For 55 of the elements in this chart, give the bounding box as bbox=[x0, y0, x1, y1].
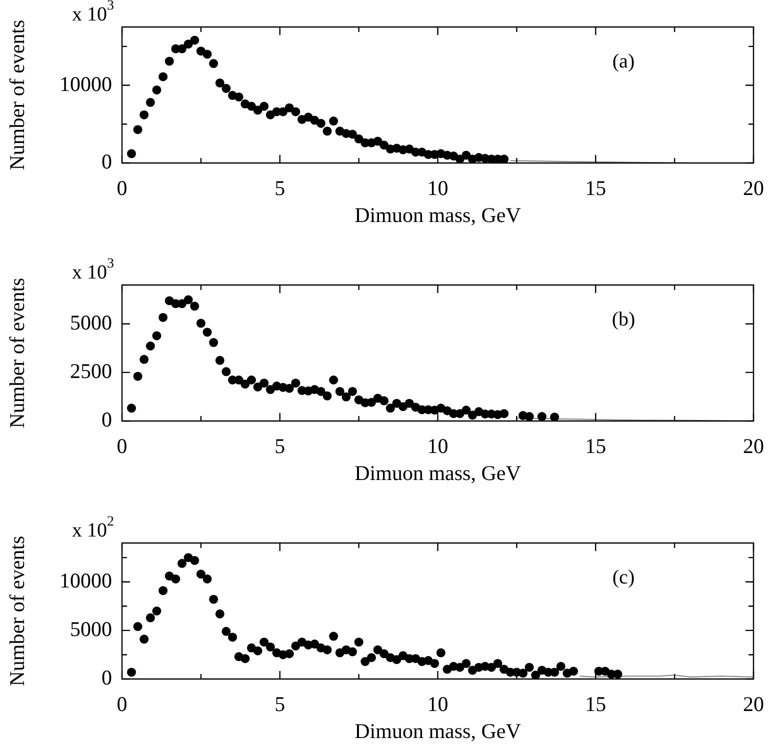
x-tick-label: 10 bbox=[427, 176, 448, 200]
point bbox=[126, 149, 136, 158]
x-tick-label: 15 bbox=[585, 176, 606, 200]
x-tick-label: 20 bbox=[743, 434, 764, 458]
x-tick-label: 20 bbox=[743, 176, 764, 200]
y-tick-label: 10000 bbox=[60, 568, 112, 592]
point bbox=[140, 110, 149, 120]
x-tick-label: 5 bbox=[274, 434, 286, 458]
annotation: (c) bbox=[612, 566, 635, 589]
point bbox=[234, 92, 244, 102]
y-tick-label: 0 bbox=[102, 408, 112, 432]
x-axis-title: Dimuon mass, GeV bbox=[354, 202, 521, 227]
x-tick-label: 15 bbox=[585, 692, 606, 716]
y-tick-label: 0 bbox=[102, 150, 112, 174]
x-tick-label: 0 bbox=[116, 692, 128, 716]
x-tick-label: 10 bbox=[427, 434, 448, 458]
point bbox=[209, 59, 218, 68]
y-axis-title: Number of events bbox=[5, 536, 30, 686]
point bbox=[158, 72, 168, 82]
point bbox=[329, 116, 338, 126]
point bbox=[202, 50, 212, 59]
point bbox=[322, 126, 332, 136]
y-tick-label: 10000 bbox=[60, 72, 112, 96]
y-tick-label: 0 bbox=[102, 666, 112, 690]
y-tick-label: 2500 bbox=[70, 358, 112, 383]
point bbox=[291, 107, 300, 116]
y-tick-label: 5000 bbox=[70, 616, 112, 641]
point bbox=[260, 102, 269, 111]
x-tick-label: 20 bbox=[743, 692, 764, 716]
x-tick-label: 0 bbox=[116, 434, 128, 458]
point bbox=[500, 154, 509, 163]
x-tick-label: 10 bbox=[427, 692, 448, 716]
point bbox=[164, 56, 174, 66]
x-axis-title: Dimuon mass, GeV bbox=[354, 718, 521, 743]
x-axis-title: Dimuon mass, GeV bbox=[354, 460, 521, 485]
y-axis-title: Number of events bbox=[5, 278, 30, 428]
point bbox=[133, 125, 142, 134]
x-tick-label: 5 bbox=[274, 692, 286, 716]
point bbox=[222, 84, 231, 93]
point bbox=[278, 107, 288, 116]
point bbox=[215, 78, 224, 88]
x-tick-label: 0 bbox=[116, 176, 128, 200]
point bbox=[380, 140, 389, 150]
point bbox=[146, 98, 155, 107]
point bbox=[152, 85, 162, 94]
x-tick-label: 5 bbox=[274, 176, 286, 200]
y-axis-title: Number of events bbox=[5, 20, 30, 170]
x-tick-label: 15 bbox=[585, 434, 606, 458]
point bbox=[246, 102, 256, 111]
point bbox=[348, 130, 357, 139]
y-tick-label: 5000 bbox=[70, 310, 112, 334]
annotation: (a) bbox=[612, 50, 635, 73]
point bbox=[190, 36, 200, 45]
point bbox=[316, 118, 326, 128]
annotation: (b) bbox=[612, 308, 636, 331]
